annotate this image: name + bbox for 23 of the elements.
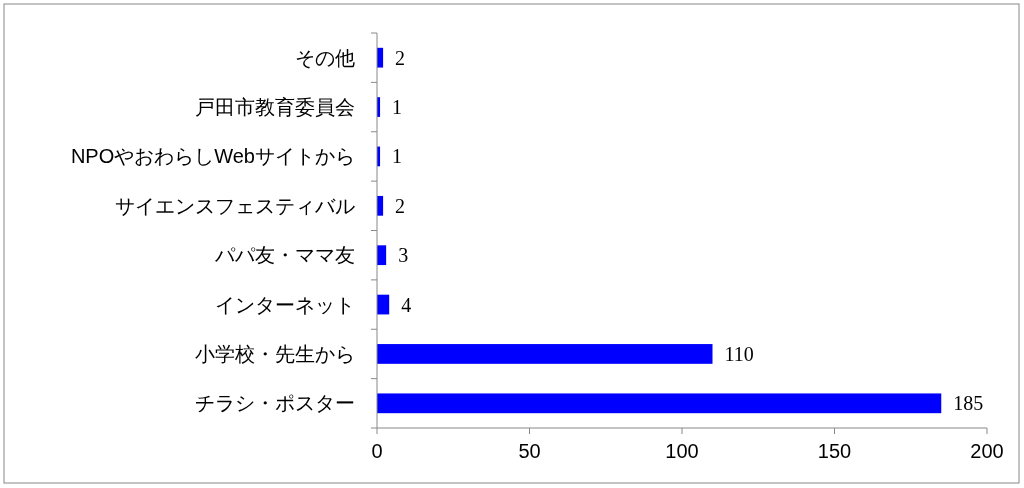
x-tick-label: 50 bbox=[518, 440, 541, 462]
y-tick-label: サイエンスフェスティバル bbox=[115, 194, 355, 217]
x-tick-label: 100 bbox=[665, 440, 699, 462]
y-tick-label: その他 bbox=[295, 46, 355, 69]
data-label: 4 bbox=[401, 293, 412, 316]
data-label: 1 bbox=[392, 96, 403, 119]
y-tick-label: NPOやおわらしWebサイトから bbox=[70, 145, 355, 168]
data-label: 185 bbox=[953, 392, 984, 415]
bar bbox=[377, 393, 942, 414]
y-tick-label: インターネット bbox=[215, 293, 355, 316]
data-label: 2 bbox=[395, 46, 406, 69]
x-tick-label: 200 bbox=[970, 440, 1004, 462]
y-tick-label: 戸田市教育委員会 bbox=[195, 96, 355, 119]
data-label: 1 bbox=[392, 145, 403, 168]
x-tick-label: 150 bbox=[817, 440, 852, 462]
data-label: 110 bbox=[724, 342, 754, 365]
bar bbox=[377, 344, 713, 364]
data-label: 2 bbox=[395, 194, 406, 217]
x-tick-label: 0 bbox=[371, 440, 383, 462]
y-tick-label: 小学校・先生から bbox=[195, 342, 355, 365]
y-tick-label: チラシ・ポスター bbox=[195, 392, 355, 415]
data-label: 3 bbox=[398, 244, 409, 267]
y-tick-label: パパ友・ママ友 bbox=[214, 244, 355, 267]
